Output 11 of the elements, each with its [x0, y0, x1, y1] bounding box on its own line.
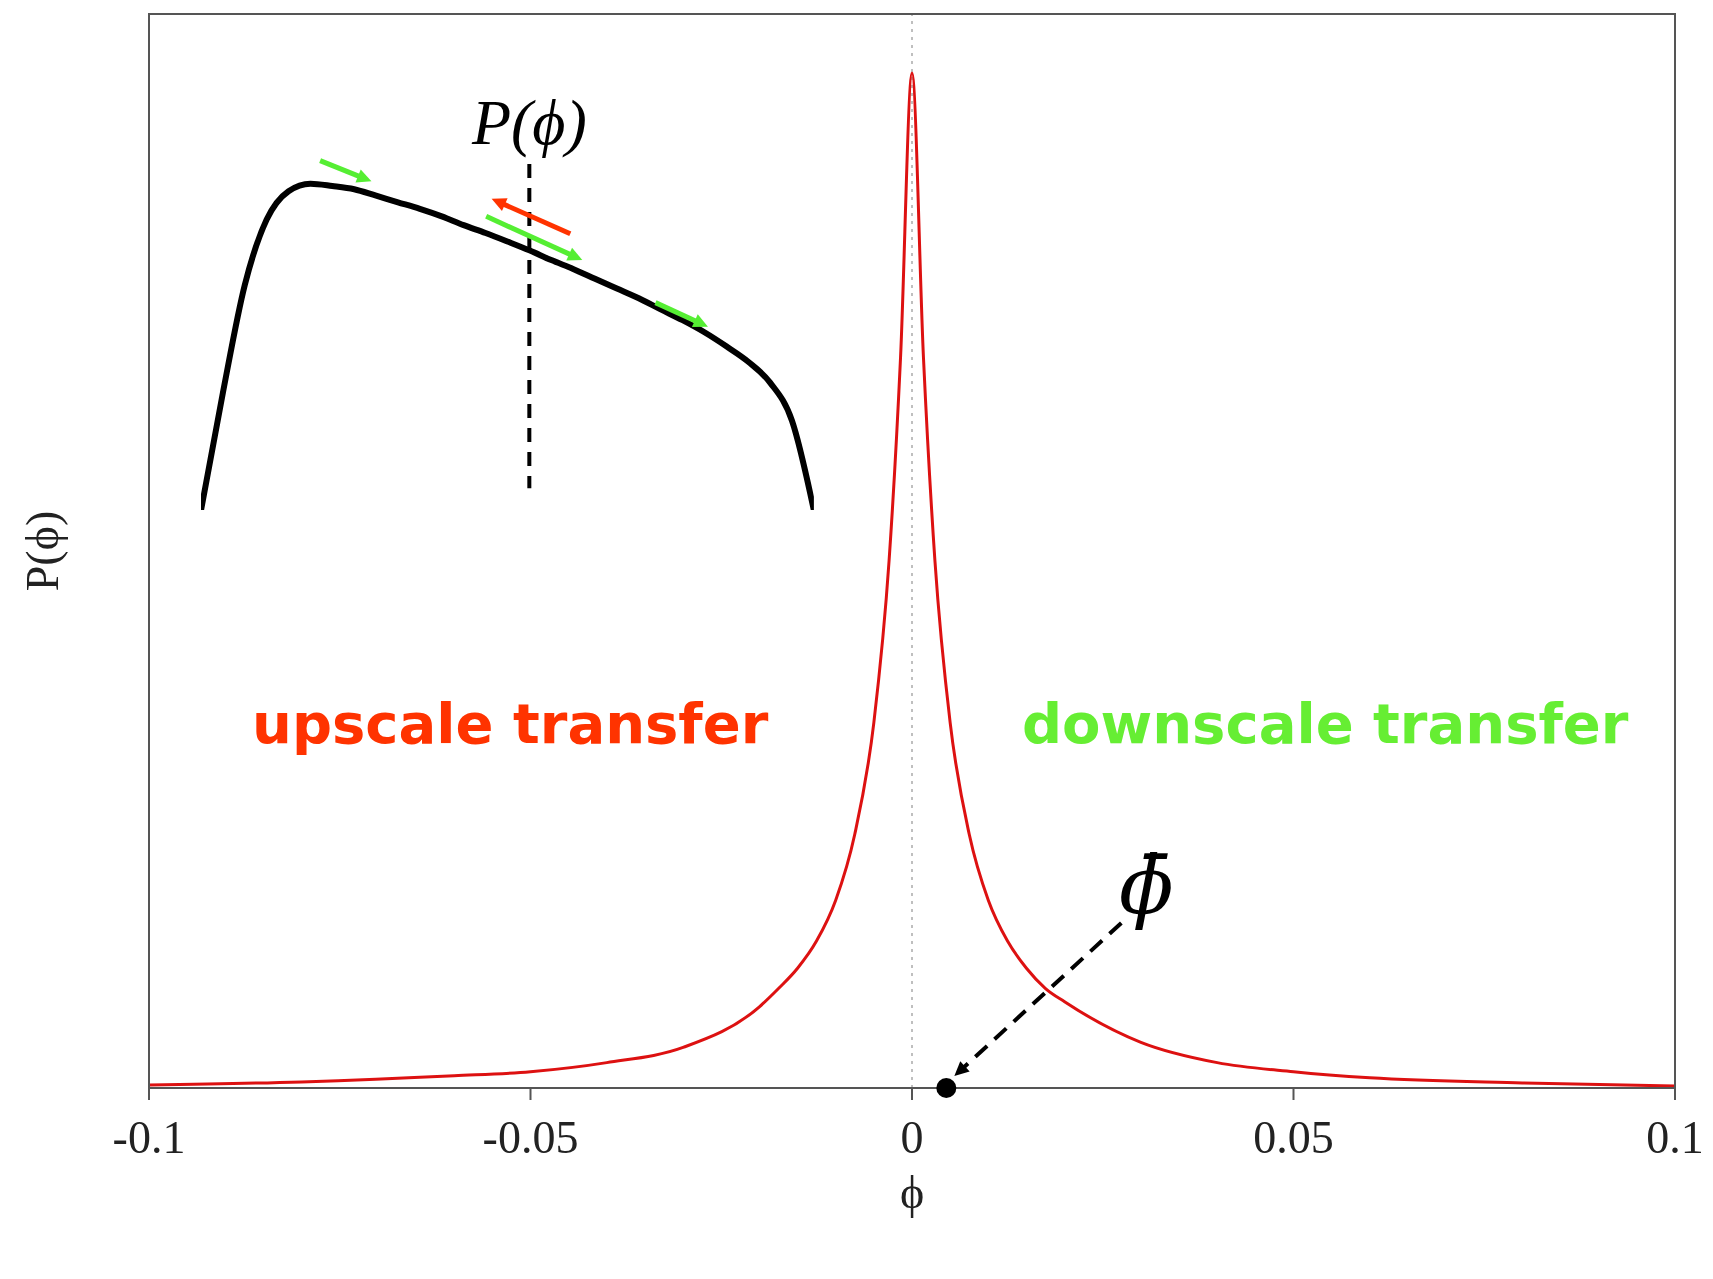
x-tick-label: -0.1 — [112, 1111, 186, 1163]
annotation: ϕ̄ — [1119, 839, 1174, 932]
x-tick-label: 0.05 — [1253, 1111, 1334, 1163]
x-tick-label: 0.1 — [1646, 1111, 1704, 1163]
x-axis-title: ϕ — [899, 1167, 925, 1218]
x-tick-label: -0.05 — [482, 1111, 579, 1163]
x-tick-label: 0 — [900, 1111, 924, 1163]
annotation: P(ϕ) — [470, 86, 587, 158]
y-axis-title: P(ϕ) — [17, 510, 68, 592]
annotation: downscale transfer — [1021, 691, 1629, 757]
annotation: upscale transfer — [252, 691, 769, 757]
